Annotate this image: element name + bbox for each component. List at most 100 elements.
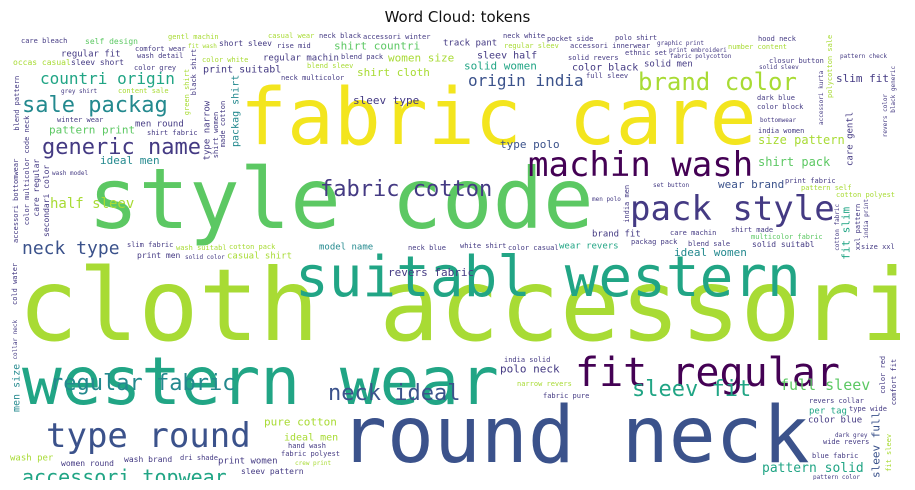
word-size-pattern: size pattern	[758, 133, 845, 147]
word-accessori-innerwear: accessori innerwear	[570, 42, 650, 50]
word-type-narrow: type narrow	[203, 100, 213, 160]
word-revers-color: revers color	[882, 93, 889, 137]
word-shirt-cloth: shirt cloth	[357, 66, 430, 79]
word-full-sleev: full sleev	[586, 72, 628, 80]
word-print-embroideri: print embroideri	[669, 47, 727, 54]
word-half-sleev: half sleev	[50, 196, 134, 212]
word-casual-shirt: casual shirt	[227, 252, 292, 262]
word-blend-sale: blend sale	[688, 240, 730, 248]
word-white-shirt: white shirt	[460, 242, 506, 250]
word-type-polo: type polo	[500, 138, 560, 151]
word-hand-wash: hand wash	[288, 442, 326, 450]
word-fit-sleev: fit sleev	[885, 434, 893, 472]
word-slim-fabric: slim fabric	[127, 241, 173, 249]
word-ideal-men: ideal men	[100, 154, 160, 167]
word-brand-color: brand color	[638, 68, 797, 96]
chart-title: Word Cloud: tokens	[384, 8, 531, 26]
word-fabric-polyest: fabric polyest	[281, 450, 340, 458]
word-print-fabric: print fabric	[785, 177, 836, 185]
word-accessori-bottomwear: accessori bottomwear	[12, 159, 20, 243]
word-regular-machin: regular machin	[263, 54, 339, 64]
word-print-suitabl: print suitabl	[203, 65, 281, 76]
word-neck-white: neck white	[503, 32, 545, 40]
word-blue-fabric: blue fabric	[812, 452, 858, 460]
word-pattern-check: pattern check	[840, 53, 887, 60]
word-blend-pack: blend pack	[341, 53, 384, 61]
word-fabric-pure: fabric pure	[543, 392, 589, 400]
word-pattern-self: pattern self	[801, 184, 852, 192]
word-pattern-print: pattern print	[49, 123, 135, 136]
word-green-shirt: green shirt	[183, 69, 191, 115]
word-set-button: set button	[653, 182, 690, 189]
word-cotton-polyest: cotton polyest	[836, 191, 895, 199]
word-solid-women: solid women	[464, 59, 537, 72]
word-men-polo: men polo	[592, 196, 621, 203]
word-neck-ideal: neck ideal	[328, 381, 460, 406]
word-ideal-women: ideal women	[674, 246, 747, 259]
word-gentl-machin: gentl machin	[168, 33, 219, 41]
word-solid-color: solid color	[185, 254, 225, 261]
word-india-women: india women	[758, 127, 804, 135]
word-fit-wash: fit wash	[188, 43, 217, 50]
word-fit-slim: fit slim	[839, 206, 852, 259]
word-narrow-revers: narrow revers	[517, 380, 572, 388]
word-per-tag: per tag	[809, 407, 847, 417]
word-color-white: color white	[202, 56, 248, 64]
word-size-xxl: size xxl	[861, 243, 895, 251]
word-black-shirt: black shirt	[190, 49, 198, 95]
word-men-size: men size	[12, 364, 23, 412]
word-accessori-winter: accessori winter	[363, 33, 430, 41]
word-india-print: india print	[863, 198, 870, 238]
word-xxl-pattern: xxl pattern	[854, 204, 862, 250]
word-made-cotton: made cotton	[219, 101, 227, 147]
word-accessori-topwear: accessori topwear	[22, 465, 227, 480]
word-care-gentl: care gentl	[846, 112, 856, 166]
word-neck-multicolor: neck multicolor	[281, 74, 344, 82]
word-sleev-full: sleev full	[869, 412, 882, 478]
word-solid-sleev: solid sleev	[759, 64, 799, 71]
word-western-wear: western wear	[22, 343, 499, 420]
word-dark-grey: dark grey	[835, 432, 868, 439]
word-type-wide: type wide	[849, 405, 887, 413]
word-packag-shirt: packag shirt	[231, 75, 242, 147]
word-full-sleev: full sleev	[780, 376, 870, 394]
word-shirt-women: shirt women	[212, 112, 220, 158]
word-content-sale: content sale	[118, 87, 169, 95]
word-suitabl-western: suitabl western	[295, 245, 801, 310]
word-color-multicolor-code-neck: color multicolor code neck	[23, 115, 31, 225]
word-care-bleach: care bleach	[21, 37, 67, 45]
word-wash-suitabl: wash suitabl	[176, 244, 227, 252]
word-black-generic: black generic	[890, 65, 897, 112]
word-rise-mid: rise mid	[277, 42, 311, 50]
word-women-size: women size	[388, 51, 454, 64]
word-pattern-color: pattern color	[813, 474, 860, 480]
word-packag-pack: packag pack	[631, 238, 678, 246]
word-fabric-polycotton: fabric polycotton	[670, 53, 732, 60]
word-regular-fabric: regular fabric	[50, 371, 235, 396]
word-crew-print: crew print	[295, 460, 332, 467]
word-machin-wash: machin wash	[528, 145, 753, 185]
word-neck-black: neck black	[319, 32, 362, 40]
word-track-pant: track pant	[443, 39, 497, 49]
word-cloud: fabric care style code cloth accessori roun…	[10, 32, 900, 480]
word-secondari-color: secondari color	[42, 165, 51, 237]
word-revers-collar: revers collar	[809, 397, 864, 405]
word-regular-sleev: regular sleev	[504, 42, 559, 50]
word-print-men: print men	[137, 251, 181, 260]
word-polycotton-sale: polycotton sale	[826, 35, 834, 98]
word-print-women: print women	[218, 457, 278, 467]
word-cotton-blend-neck-sleev: cotton blend neck sleev	[346, 478, 595, 480]
word-casual-wear: casual wear	[268, 32, 314, 40]
word-care-machin: care machin	[670, 229, 716, 237]
word-graphic-print: graphic print	[657, 40, 704, 47]
word-blend-pattern: blend pattern	[13, 76, 21, 131]
word-color-casual: color casual	[508, 244, 559, 252]
word-cotton-pack: cotton pack	[229, 243, 276, 251]
word-fit-regular: fit regular	[575, 350, 840, 396]
word-winter-wear: winter wear	[57, 116, 103, 124]
word-dri-shade: dri shade	[180, 454, 218, 462]
word-generic-name: generic name	[42, 135, 201, 160]
word-color-black: color black	[572, 63, 638, 74]
word-collar-neck: collar neck	[12, 319, 19, 359]
word-pattern-solid: pattern solid	[762, 461, 864, 476]
